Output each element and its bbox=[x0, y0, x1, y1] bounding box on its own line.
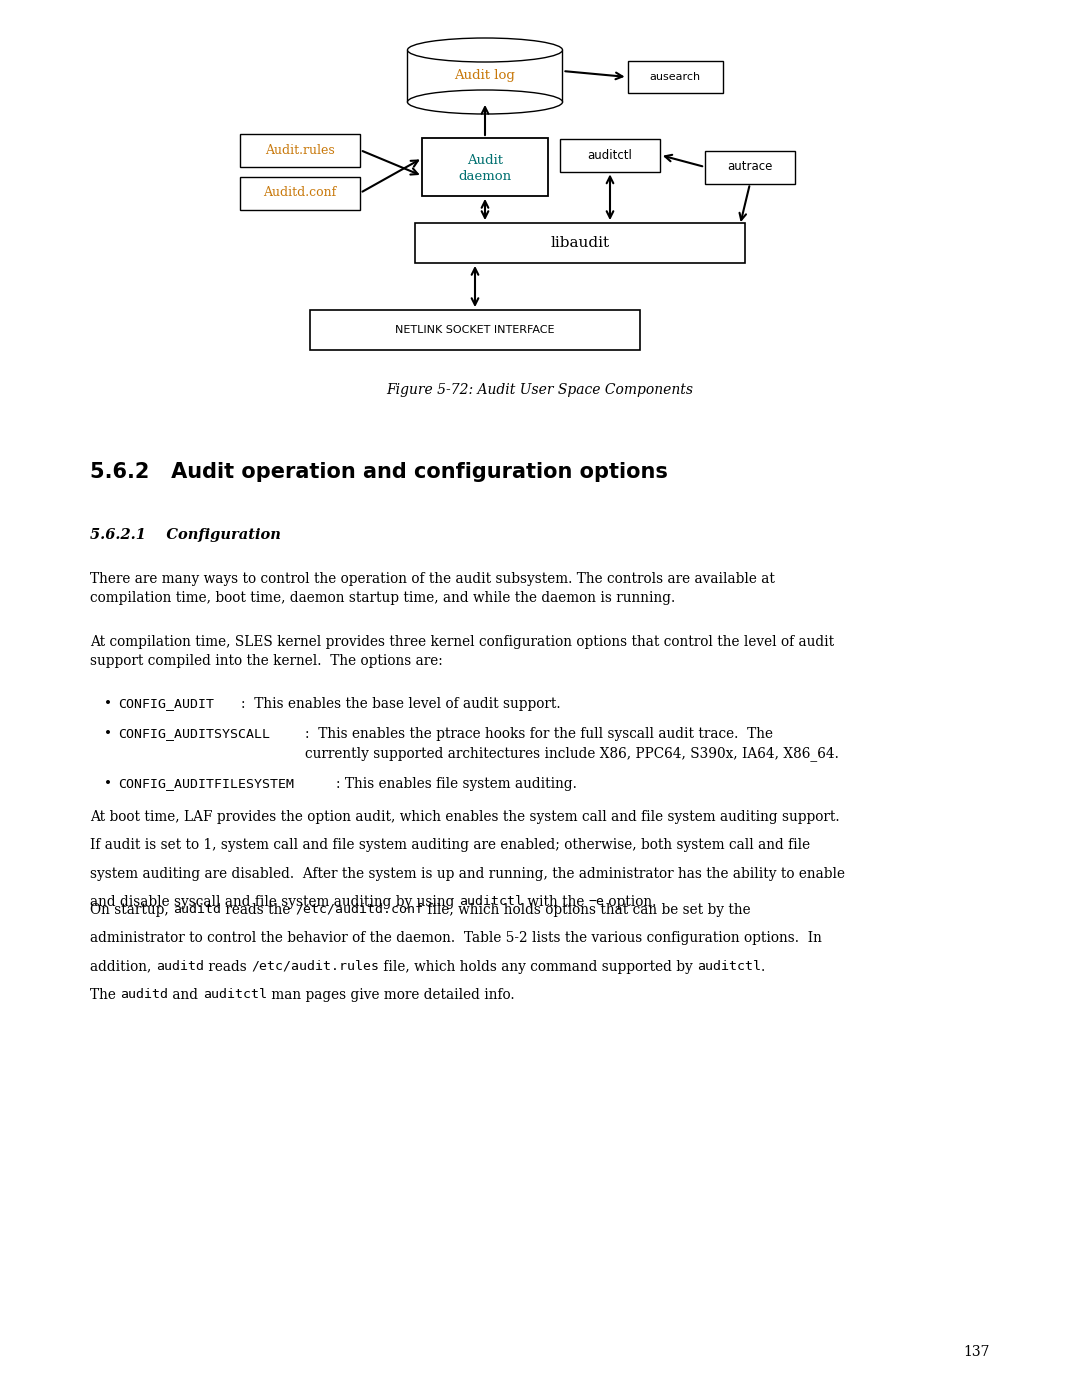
Text: Audit: Audit bbox=[467, 155, 503, 168]
Text: 137: 137 bbox=[963, 1345, 990, 1359]
Text: :  This enables the base level of audit support.: : This enables the base level of audit s… bbox=[241, 697, 561, 711]
Text: 5.6.2.1    Configuration: 5.6.2.1 Configuration bbox=[90, 528, 281, 542]
Text: file, which holds options that can be set by the: file, which holds options that can be se… bbox=[423, 902, 751, 916]
Bar bbox=[561, 138, 660, 172]
Ellipse shape bbox=[407, 89, 563, 115]
Text: Auditd.conf: Auditd.conf bbox=[264, 187, 337, 200]
Bar bbox=[240, 134, 360, 166]
Text: daemon: daemon bbox=[458, 170, 512, 183]
Text: CONFIG_AUDIT: CONFIG_AUDIT bbox=[118, 697, 214, 710]
Text: auditd: auditd bbox=[173, 902, 221, 916]
Text: •: • bbox=[104, 697, 112, 711]
Text: addition,: addition, bbox=[90, 960, 156, 974]
Text: with the: with the bbox=[523, 895, 589, 909]
Text: auditctl: auditctl bbox=[203, 988, 267, 1000]
Bar bbox=[240, 176, 360, 210]
Ellipse shape bbox=[407, 38, 563, 61]
Text: file, which holds any command supported by: file, which holds any command supported … bbox=[379, 960, 697, 974]
Bar bbox=[422, 138, 548, 196]
Text: −e: −e bbox=[589, 895, 605, 908]
Text: /etc/auditd.conf: /etc/auditd.conf bbox=[295, 902, 423, 916]
Text: At compilation time, SLES kernel provides three kernel configuration options tha: At compilation time, SLES kernel provide… bbox=[90, 636, 834, 668]
Bar bbox=[310, 310, 640, 351]
Text: auditctl: auditctl bbox=[459, 895, 523, 908]
Bar bbox=[407, 50, 563, 102]
Text: and disable syscall and file system auditing by using: and disable syscall and file system audi… bbox=[90, 895, 459, 909]
Text: auditd: auditd bbox=[120, 988, 168, 1000]
Bar bbox=[627, 61, 723, 94]
Text: .: . bbox=[761, 960, 766, 974]
Text: 5.6.2   Audit operation and configuration options: 5.6.2 Audit operation and configuration … bbox=[90, 462, 667, 482]
Text: option.: option. bbox=[605, 895, 657, 909]
Text: On startup,: On startup, bbox=[90, 902, 173, 916]
Text: auditd: auditd bbox=[156, 960, 204, 972]
Text: CONFIG_AUDITSYSCALL: CONFIG_AUDITSYSCALL bbox=[118, 726, 270, 740]
Text: •: • bbox=[104, 777, 112, 791]
Text: CONFIG_AUDITFILESYSTEM: CONFIG_AUDITFILESYSTEM bbox=[118, 777, 294, 789]
Text: : This enables file system auditing.: : This enables file system auditing. bbox=[336, 777, 577, 791]
Text: :  This enables the ptrace hooks for the full syscall audit trace.  The
currentl: : This enables the ptrace hooks for the … bbox=[305, 726, 839, 761]
Text: auditctl: auditctl bbox=[588, 148, 633, 162]
Text: At boot time, LAF provides the option audit, which enables the system call and f: At boot time, LAF provides the option au… bbox=[90, 810, 839, 824]
Text: NETLINK SOCKET INTERFACE: NETLINK SOCKET INTERFACE bbox=[395, 326, 555, 335]
Text: system auditing are disabled.  After the system is up and running, the administr: system auditing are disabled. After the … bbox=[90, 866, 845, 880]
Text: •: • bbox=[104, 726, 112, 740]
Text: Figure 5-72: Audit User Space Components: Figure 5-72: Audit User Space Components bbox=[387, 383, 693, 397]
Text: and: and bbox=[168, 988, 203, 1002]
Text: libaudit: libaudit bbox=[551, 236, 609, 250]
Text: reads: reads bbox=[204, 960, 251, 974]
Text: If audit is set to 1, system call and file system auditing are enabled; otherwis: If audit is set to 1, system call and fi… bbox=[90, 838, 810, 852]
Text: The: The bbox=[90, 988, 120, 1002]
Text: reads the: reads the bbox=[221, 902, 295, 916]
Text: administrator to control the behavior of the daemon.  Table 5-2 lists the variou: administrator to control the behavior of… bbox=[90, 932, 822, 946]
Text: autrace: autrace bbox=[727, 161, 772, 173]
Bar bbox=[415, 224, 745, 263]
Bar bbox=[705, 151, 795, 183]
Text: There are many ways to control the operation of the audit subsystem. The control: There are many ways to control the opera… bbox=[90, 571, 774, 605]
Text: ausearch: ausearch bbox=[649, 73, 701, 82]
Text: Audit.rules: Audit.rules bbox=[265, 144, 335, 156]
Text: /etc/audit.rules: /etc/audit.rules bbox=[251, 960, 379, 972]
Text: man pages give more detailed info.: man pages give more detailed info. bbox=[267, 988, 514, 1002]
Text: Audit log: Audit log bbox=[455, 70, 515, 82]
Text: auditctl: auditctl bbox=[697, 960, 761, 972]
